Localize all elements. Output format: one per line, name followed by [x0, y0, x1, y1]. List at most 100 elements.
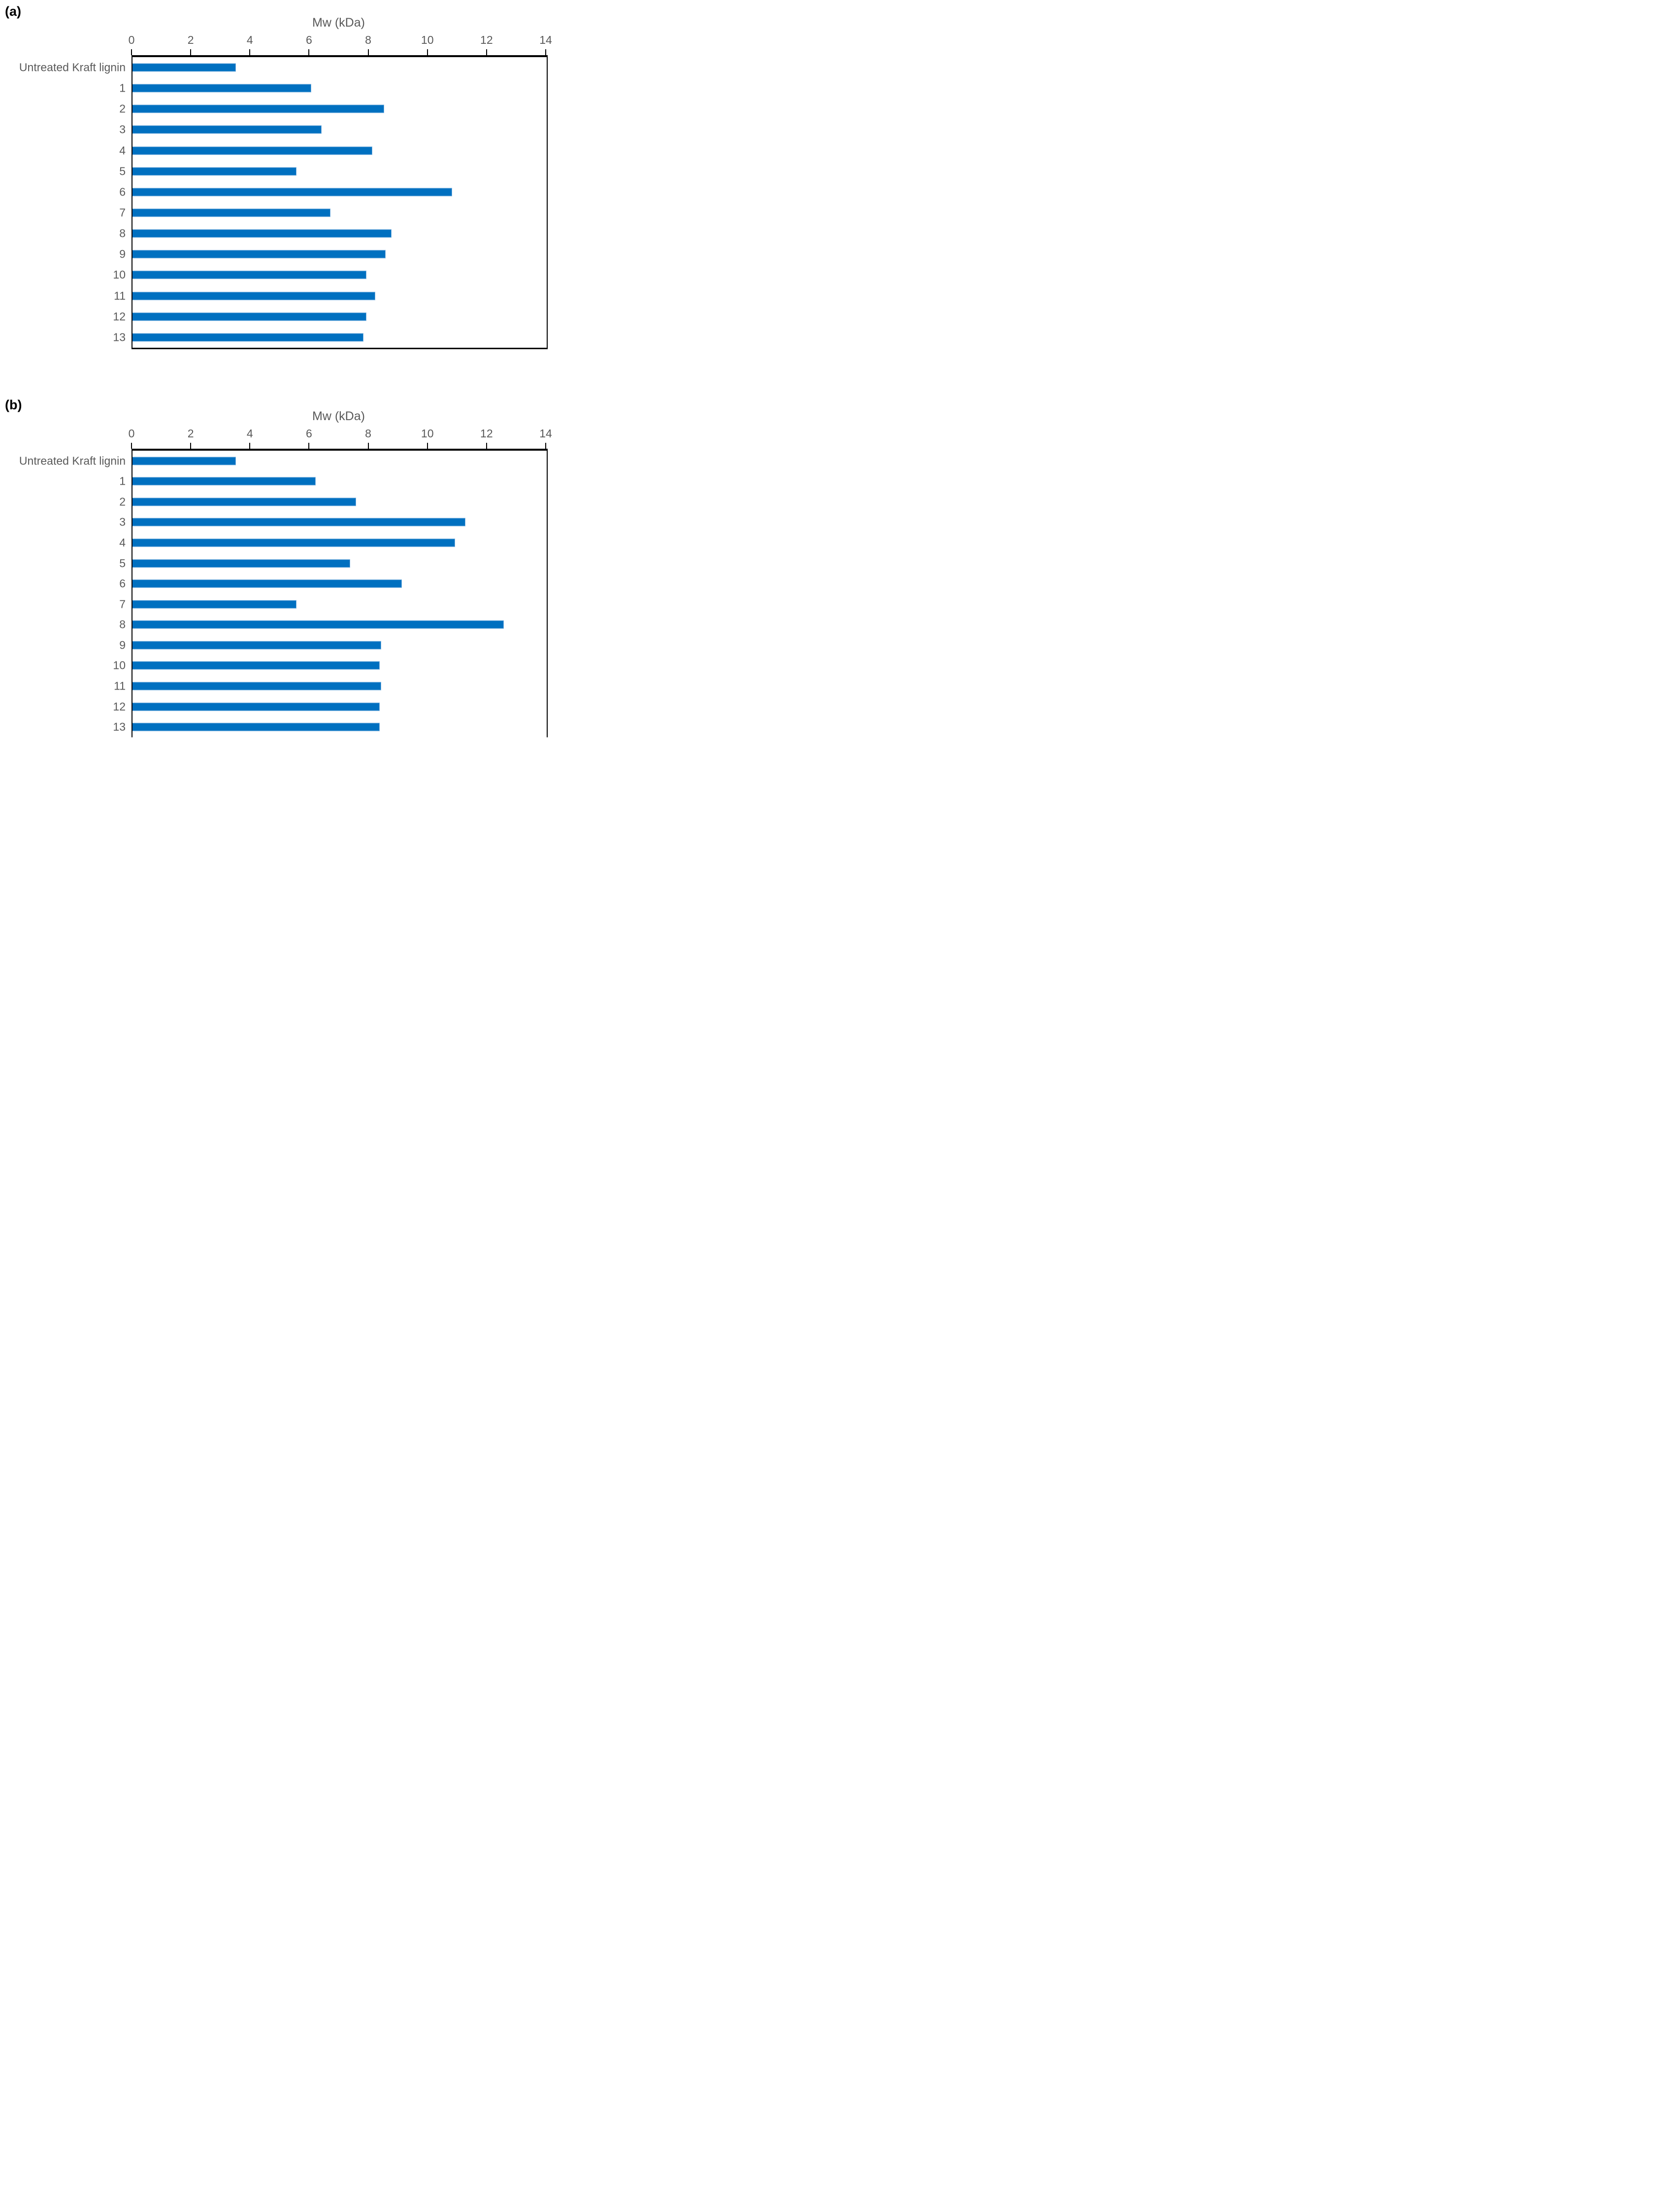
panel-label-b: (b): [5, 397, 22, 412]
category-label: 9: [119, 638, 126, 652]
bar-row: 4: [119, 140, 547, 161]
x-axis-tick-label: 14: [539, 427, 552, 440]
bar-row: 8: [119, 615, 547, 635]
bar: [132, 125, 322, 134]
chart-b-xtick-labels: 0 2 4 6 8 10 12 14: [128, 427, 552, 441]
category-label: 11: [114, 289, 126, 302]
bar-row: Untreated Kraft lignin: [19, 451, 547, 471]
x-axis-tick-mark: [131, 443, 132, 449]
x-axis-tick-mark: [190, 443, 192, 449]
bar: [132, 208, 331, 217]
bar-row: 13: [113, 717, 547, 737]
bar: [132, 661, 380, 670]
category-label: Untreated Kraft lignin: [19, 454, 126, 467]
x-axis-tick-label: 2: [187, 33, 194, 46]
bar: [132, 457, 236, 465]
bar: [132, 641, 381, 650]
x-axis-tick-label: 12: [480, 427, 493, 440]
x-axis-tick-label: 0: [128, 427, 135, 440]
bar-row: 2: [119, 492, 547, 512]
chart-a-title: Mw (kDa): [312, 16, 365, 30]
bar: [132, 270, 366, 279]
category-label: 10: [113, 268, 126, 281]
bar-row: 10: [113, 656, 547, 676]
x-axis-tick-label: 4: [246, 427, 253, 440]
bar-row: 8: [119, 223, 547, 244]
x-axis-tick-label: 6: [306, 33, 312, 46]
bar-row: 6: [119, 573, 547, 594]
chart-a-xtick-labels: 0 2 4 6 8 10 12 14: [128, 33, 552, 47]
category-label: 9: [119, 247, 126, 261]
bar-row: 2: [119, 99, 547, 119]
category-label: 12: [113, 310, 126, 323]
bar: [132, 63, 236, 72]
x-axis-tick-mark: [249, 49, 251, 55]
category-label: 4: [119, 144, 126, 157]
bar-row: 9: [119, 635, 547, 656]
bar-row: 12: [113, 696, 547, 717]
bar: [132, 538, 455, 547]
bar: [132, 600, 297, 609]
bar: [132, 477, 316, 486]
x-axis-tick-mark: [486, 443, 487, 449]
bar: [132, 579, 402, 588]
chart-b-xtick-marks: [131, 443, 546, 449]
bar-row: 11: [114, 676, 547, 696]
category-label: 8: [119, 227, 126, 240]
bar-row: 7: [119, 202, 547, 223]
x-axis-tick-mark: [308, 49, 310, 55]
bar: [132, 167, 297, 176]
category-label: 7: [119, 597, 126, 611]
x-axis-tick-label: 2: [187, 427, 194, 440]
x-axis-tick-label: 8: [365, 427, 371, 440]
category-label: 3: [119, 123, 126, 136]
bar: [132, 312, 366, 321]
category-label: 13: [113, 720, 126, 733]
x-axis-tick-label: 14: [539, 33, 552, 46]
x-axis-tick-mark: [545, 49, 546, 55]
x-axis-tick-label: 6: [306, 427, 312, 440]
category-label: 8: [119, 618, 126, 631]
bar-row: 3: [119, 119, 547, 140]
bar: [132, 104, 384, 113]
bar-row: 4: [119, 532, 547, 553]
x-axis-tick-mark: [545, 443, 546, 449]
bar: [132, 229, 392, 238]
bar-row: 1: [119, 78, 547, 99]
bar: [132, 723, 380, 731]
x-axis-tick-mark: [131, 49, 132, 55]
category-label: 3: [119, 515, 126, 528]
bar-row: 5: [119, 553, 547, 574]
category-label: 11: [114, 679, 126, 693]
x-axis-tick-label: 12: [480, 33, 493, 46]
x-axis-tick-mark: [427, 49, 428, 55]
bar: [132, 682, 381, 691]
category-label: 2: [119, 495, 126, 508]
x-axis-tick-mark: [190, 49, 192, 55]
x-axis-tick-label: 0: [128, 33, 135, 46]
chart-a-plot-area: Untreated Kraft lignin 1 2 3 4 5 6 7 8 9 10 11 12 13: [19, 55, 548, 349]
bar-row: 3: [119, 512, 547, 533]
x-axis-tick-mark: [367, 49, 369, 55]
x-axis-tick-label: 10: [421, 33, 434, 46]
panel-label-a: (a): [5, 4, 21, 19]
bar: [132, 518, 465, 527]
bar: [132, 292, 375, 300]
bar: [132, 188, 452, 197]
category-label: 4: [119, 536, 126, 549]
x-axis-tick-mark: [367, 443, 369, 449]
bar: [132, 333, 363, 342]
chart-a-xtick-marks: [131, 49, 546, 55]
bar-row: 13: [113, 327, 547, 348]
bar-row: 5: [119, 161, 547, 182]
bar: [132, 497, 356, 506]
bar-row: Untreated Kraft lignin: [19, 57, 547, 78]
category-label: Untreated Kraft lignin: [19, 61, 126, 74]
bar-row: 12: [113, 306, 547, 327]
figure-molecular-weight-charts: (a) Mw (kDa) 0 2 4 6 8 10 12 14 Untreated Kraft…: [0, 0, 560, 737]
x-axis-tick-mark: [308, 443, 310, 449]
bar: [132, 250, 386, 259]
bar-row: 9: [119, 244, 547, 264]
category-label: 10: [113, 659, 126, 672]
bar: [132, 702, 380, 711]
